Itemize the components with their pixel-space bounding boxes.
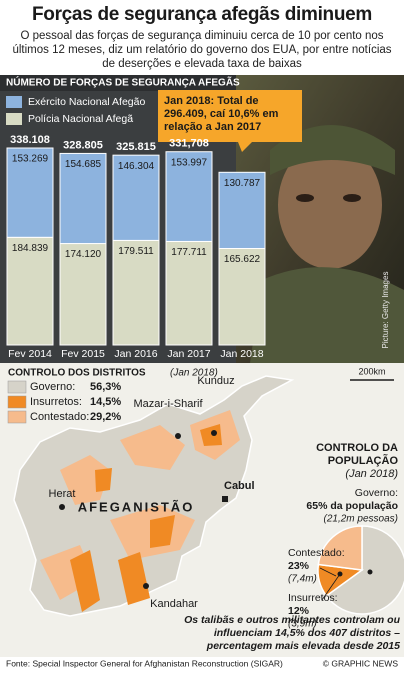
subtitle: O pessoal das forças de segurança diminu… [12,30,392,70]
value-label: 130.787 [224,178,261,189]
city-label: Kunduz [197,375,234,387]
value-label: 153.997 [171,157,208,168]
map-legend-label: Governo: [30,381,75,393]
bar-segment [165,151,213,242]
pie-category: Contestado: [288,547,345,559]
scale-label: 200km [358,366,385,376]
bar-segment [112,239,160,346]
insurgent-areas [70,424,222,612]
value-label: 153.269 [12,154,49,165]
credit: © GRAPHIC NEWS [323,658,399,668]
insurgent-area [95,468,112,492]
total-label: 328.805 [63,139,103,151]
pie-value-label: 23% [288,560,310,572]
value-label: 146.304 [118,161,155,172]
map-legend-share: 14,5% [90,396,121,408]
pie-title: Controlo da População [316,442,398,467]
x-tick-label: Fev 2015 [61,348,105,360]
pie-people-label: (3,9m) [288,619,317,630]
pie-value-label: 12% [288,605,310,617]
pie-people-label: (21,2m pessoas) [324,514,398,525]
bar-segment [6,147,54,238]
x-tick-label: Fev 2014 [8,348,52,360]
city-marker [211,430,217,436]
pie-category: Insurretos: [288,592,338,604]
x-tick-label: Jan 2018 [220,348,263,360]
insurgent-area [70,550,100,612]
value-label: 177.711 [171,247,207,258]
bar-segment [218,171,266,249]
total-label: 338.108 [10,134,50,146]
pie-value-label: 65% da população [306,500,398,512]
total-label: 331,708 [169,138,209,150]
map-legend-share: 56,3% [90,381,121,393]
source: Fonte: Special Inspector General for Afg… [6,658,283,668]
contested-area [60,455,110,505]
city-label: Herat [49,488,76,500]
pie-people-label: (7,4m) [288,574,317,585]
callout-box [158,90,302,152]
city-label: Mazar-i-Sharif [133,398,203,410]
photo-credit: Picture: Getty Images [381,272,390,349]
total-label: 325.815 [116,141,156,153]
title: Forças de segurança afegãs diminuem [31,4,373,25]
callout-text: Jan 2018: Total de 296.409, caí 10,6% em… [164,95,279,133]
map-legend-swatch [7,395,27,409]
capital-marker [222,496,228,502]
chart-header-bar [0,75,236,91]
insurgent-area [150,515,175,548]
city-label: Kandahar [150,598,198,610]
contested-area [120,425,185,470]
photo-uniform [250,267,404,363]
pie-slice [317,525,363,571]
map-legend-share: 29,2% [90,411,121,423]
legend-label: Polícia Nacional Afegã [28,113,133,125]
pie-leader [319,567,337,577]
country-label: AFEGANISTÃO [78,499,195,514]
map-note: Os talibãs e outros militantes controlam… [184,614,400,652]
pie-leader [321,573,341,601]
map-date: (Jan 2018) [170,368,218,379]
bar-segment [59,152,107,245]
legend-swatch [6,113,22,125]
chart-title: Número de Forças de Segurança Afegãs [6,76,240,89]
pie-subtitle: (Jan 2018) [345,468,398,480]
value-label: 165.622 [224,254,261,265]
city-label: Cabul [224,480,255,492]
map-legend-label: Insurretos: [30,396,82,408]
map-title: Controlo dos Distritos [8,368,146,379]
bar-segment [218,247,266,346]
map-legend-swatch [7,410,27,424]
value-label: 179.511 [118,246,154,257]
value-label: 154.685 [65,159,102,170]
bar-segment [112,154,160,241]
value-label: 174.120 [65,249,102,260]
value-label: 184.839 [12,243,49,254]
insurgent-area [118,552,150,605]
city-marker [143,583,149,589]
photo-face [278,141,382,269]
pie-title-block: Controlo da População (Jan 2018) [300,442,398,481]
legend-swatch [6,96,22,108]
legend-label: Exército Nacional Afegão [28,96,145,108]
pie-category: Governo: [355,487,398,499]
map-legend-swatch [7,380,27,394]
map-legend-label: Contestado: [30,411,89,423]
bar-segment [6,236,54,346]
city-marker [175,433,181,439]
city-marker [59,504,65,510]
photo-eye [343,194,361,202]
photo-eye [296,194,314,202]
pie-center-dot [367,569,373,575]
pie-slice [325,525,404,615]
insurgent-area [200,424,222,446]
x-tick-label: Jan 2016 [114,348,157,360]
x-tick-label: Jan 2017 [167,348,210,360]
